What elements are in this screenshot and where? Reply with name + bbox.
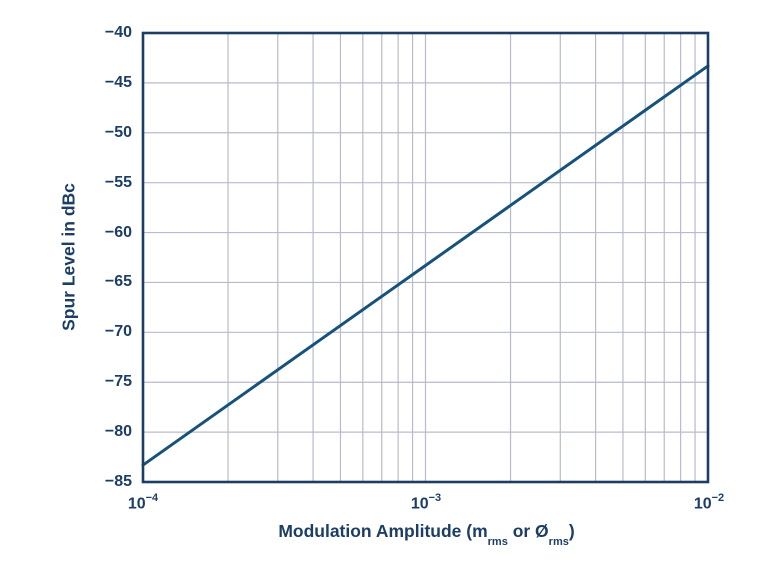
x-tick-label: 10−4 bbox=[111, 489, 175, 514]
x-axis-title-text: or Ø bbox=[507, 521, 549, 541]
y-tick-label: −40 bbox=[104, 24, 132, 41]
y-tick-label: −55 bbox=[104, 174, 132, 191]
y-tick-label: −75 bbox=[104, 373, 132, 390]
y-tick-label: −60 bbox=[104, 224, 132, 241]
x-tick-label: 10−3 bbox=[394, 489, 458, 514]
x-tick-exponent: −2 bbox=[711, 492, 725, 504]
y-tick-label: −70 bbox=[104, 323, 132, 340]
x-axis-title-text: Modulation Amplitude (m bbox=[278, 521, 488, 541]
y-tick-label: −65 bbox=[104, 273, 132, 290]
series-line-spur-level bbox=[141, 64, 710, 467]
x-axis-title-text: ) bbox=[568, 521, 575, 541]
y-axis-title: Spur Level in dBc bbox=[58, 183, 79, 331]
x-tick-exponent: −4 bbox=[145, 492, 159, 504]
y-tick-label: −85 bbox=[104, 473, 132, 490]
gridlines bbox=[142, 32, 709, 483]
x-axis-title-subscript: rms bbox=[548, 535, 569, 548]
x-tick-base: 10 bbox=[127, 495, 146, 513]
x-axis-title: Modulation Amplitude (mrms or Ørms) bbox=[42, 521, 769, 548]
x-tick-exponent: −3 bbox=[428, 492, 442, 504]
x-tick-label: 10−2 bbox=[677, 489, 741, 514]
y-tick-label: −50 bbox=[104, 124, 132, 141]
plot-frame bbox=[141, 31, 710, 484]
y-tick-label: −80 bbox=[104, 423, 132, 440]
y-tick-label: −45 bbox=[104, 74, 132, 91]
x-axis-title-subscript: rms bbox=[487, 535, 508, 548]
x-tick-base: 10 bbox=[693, 495, 712, 513]
x-tick-base: 10 bbox=[410, 495, 429, 513]
